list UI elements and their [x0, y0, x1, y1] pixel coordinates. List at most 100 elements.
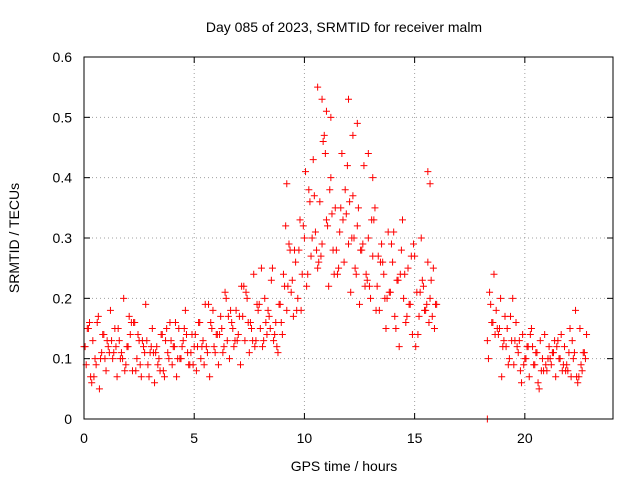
data-point — [103, 337, 111, 345]
data-point — [137, 373, 145, 381]
data-point — [305, 186, 313, 194]
data-point — [302, 168, 310, 176]
data-point — [497, 294, 505, 302]
data-point — [222, 294, 230, 302]
data-point — [278, 331, 286, 339]
data-point — [387, 240, 395, 248]
data-point — [513, 343, 521, 351]
data-point — [142, 300, 150, 308]
data-point — [504, 361, 512, 369]
data-point — [345, 240, 352, 248]
data-point — [200, 361, 208, 369]
data-points — [80, 83, 591, 423]
data-point — [216, 331, 224, 339]
data-point — [417, 234, 425, 242]
data-point — [423, 300, 431, 308]
data-point — [328, 210, 336, 218]
data-point — [109, 355, 117, 363]
data-point — [428, 312, 436, 320]
data-point — [245, 349, 253, 357]
data-point — [277, 318, 285, 326]
data-point — [495, 325, 503, 332]
data-point — [557, 331, 565, 339]
data-point — [102, 367, 110, 375]
data-point — [548, 349, 556, 357]
y-tick-label: 0.4 — [53, 170, 73, 186]
data-point — [229, 325, 237, 332]
data-point — [390, 228, 398, 236]
data-point — [404, 264, 412, 272]
data-point — [546, 355, 554, 363]
data-point — [314, 83, 322, 91]
data-point — [346, 198, 354, 206]
data-point — [427, 276, 435, 284]
data-point — [117, 349, 125, 357]
data-point — [568, 337, 576, 345]
data-point — [169, 343, 177, 351]
data-point — [208, 325, 216, 332]
data-point — [407, 252, 415, 260]
data-point — [220, 343, 228, 351]
data-point — [242, 288, 250, 296]
data-point — [376, 258, 384, 266]
data-point — [341, 186, 349, 194]
data-point — [392, 325, 400, 332]
data-point — [362, 270, 370, 278]
data-point — [224, 312, 232, 320]
data-point — [490, 270, 498, 278]
data-point — [396, 270, 404, 278]
data-point — [418, 276, 426, 284]
data-point — [486, 288, 494, 296]
data-point — [95, 385, 103, 393]
data-point — [279, 270, 287, 278]
data-point — [330, 270, 338, 278]
data-point — [311, 228, 319, 236]
data-point — [254, 306, 262, 314]
data-point — [273, 343, 281, 351]
data-point — [526, 331, 534, 339]
data-point — [251, 343, 259, 351]
data-point — [525, 373, 533, 381]
data-point — [364, 150, 372, 158]
data-point — [502, 343, 510, 351]
data-point — [155, 355, 163, 363]
data-point — [83, 325, 91, 332]
data-point — [304, 270, 312, 278]
data-point — [178, 343, 186, 351]
data-point — [374, 252, 382, 260]
data-point — [231, 337, 239, 345]
data-point — [234, 331, 242, 339]
data-point — [426, 294, 434, 302]
data-point — [121, 367, 129, 375]
data-point — [518, 379, 526, 387]
data-point — [264, 306, 272, 314]
data-point — [112, 343, 120, 351]
x-tick-label: 0 — [80, 430, 88, 446]
data-point — [332, 246, 340, 254]
data-point — [378, 240, 386, 248]
data-point — [309, 156, 317, 164]
data-point — [243, 294, 251, 302]
data-point — [577, 361, 585, 369]
data-point — [105, 349, 113, 357]
data-point — [228, 318, 236, 326]
data-point — [516, 367, 524, 375]
data-point — [569, 355, 577, 363]
data-point — [533, 349, 541, 357]
data-point — [219, 349, 227, 357]
data-point — [119, 355, 127, 363]
data-point — [104, 343, 112, 351]
data-point — [424, 258, 432, 266]
data-point — [221, 288, 229, 296]
data-point — [353, 119, 361, 127]
data-point — [394, 276, 402, 284]
data-point — [255, 300, 263, 308]
data-point — [94, 312, 102, 320]
data-point — [287, 288, 295, 296]
data-point — [400, 294, 408, 302]
data-point — [210, 343, 218, 351]
data-point — [364, 234, 372, 242]
data-point — [545, 343, 553, 351]
data-point — [483, 337, 491, 345]
data-point — [288, 276, 296, 284]
